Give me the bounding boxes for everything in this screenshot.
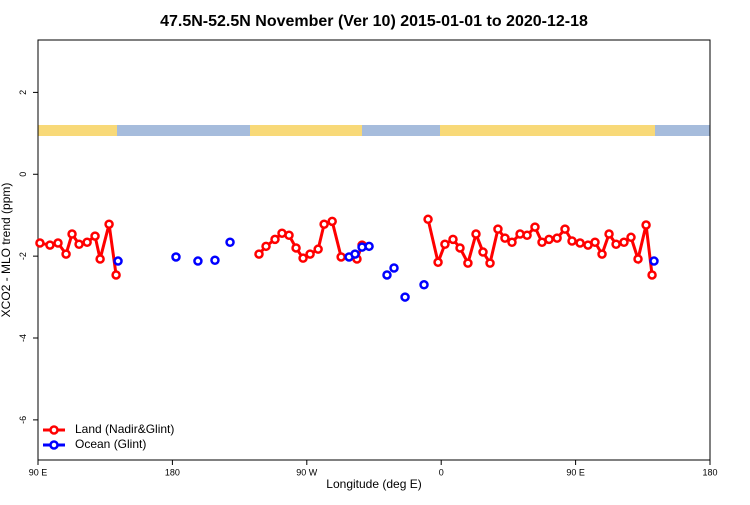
data-point [597, 249, 607, 259]
x-tick-label: 180 [702, 467, 717, 477]
data-point [225, 237, 235, 247]
data-point [647, 270, 657, 280]
x-tick-label: 0 [439, 467, 444, 477]
y-tick-label: -4 [18, 334, 28, 342]
data-point [261, 241, 271, 252]
data-point [471, 229, 481, 239]
data-point [530, 222, 540, 232]
data-point [478, 247, 488, 257]
data-point [389, 263, 399, 273]
data-point [440, 239, 450, 250]
legend-label: Land (Nadir&Glint) [75, 422, 174, 436]
y-tick-label: 0 [18, 172, 28, 177]
data-point [400, 292, 410, 302]
data-point [611, 239, 621, 250]
data-point [567, 236, 577, 246]
data-point [53, 238, 63, 248]
data-point [67, 229, 77, 239]
data-point [210, 255, 220, 265]
data-point [364, 241, 374, 252]
land-sea-band [38, 125, 710, 136]
data-point [633, 254, 643, 264]
legend-label: Ocean (Glint) [75, 437, 146, 451]
data-point [270, 234, 280, 245]
data-point [45, 240, 55, 250]
data-point [313, 244, 323, 254]
data-point [90, 231, 100, 241]
data-point [433, 257, 443, 268]
data-point [111, 270, 121, 280]
data-point [35, 238, 45, 248]
chart-title: 47.5N-52.5N November (Ver 10) 2015-01-01… [160, 13, 588, 30]
x-tick-label: 90 E [566, 467, 585, 477]
legend-marker [49, 425, 59, 435]
data-point [82, 237, 92, 247]
data-point [485, 258, 495, 268]
data-point [171, 252, 181, 262]
data-point [522, 230, 532, 241]
data-point [455, 243, 465, 253]
data-point [560, 224, 570, 234]
legend-marker [49, 440, 59, 450]
data-point [423, 214, 433, 225]
data-point [382, 270, 392, 280]
data-point [284, 230, 294, 241]
data-point [291, 243, 301, 253]
data-point [500, 233, 510, 243]
data-point [641, 220, 651, 230]
y-tick-label: -6 [18, 416, 28, 424]
data-point [544, 234, 554, 245]
plot-frame [37, 39, 711, 461]
x-tick-label: 90 W [296, 467, 318, 477]
data-point [193, 256, 203, 266]
data-point [493, 224, 503, 234]
x-tick-label: 180 [165, 467, 180, 477]
data-point [507, 237, 517, 247]
x-tick-label: 90 E [29, 467, 48, 477]
data-point [61, 249, 71, 259]
data-point [95, 254, 105, 264]
data-point [104, 219, 114, 229]
land-band [440, 125, 655, 136]
data-point [552, 233, 562, 243]
data-point [327, 216, 337, 227]
data-point [463, 258, 473, 268]
data-point [419, 280, 429, 290]
x-axis-label: Longitude (deg E) [326, 477, 421, 491]
data-point [448, 234, 458, 245]
data-point [254, 249, 264, 259]
data-point [113, 256, 123, 266]
sea-band [38, 125, 710, 136]
y-tick-label: -2 [18, 252, 28, 260]
y-tick-label: 2 [18, 90, 28, 95]
data-point [619, 237, 629, 247]
land-band [38, 125, 117, 136]
data-point [74, 239, 84, 250]
data-point [626, 232, 636, 243]
data-point [575, 238, 585, 248]
data-point [590, 237, 600, 247]
y-axis-label: XCO2 - MLO trend (ppm) [0, 183, 13, 318]
data-point [350, 249, 360, 259]
land-band [250, 125, 362, 136]
data-point [298, 253, 308, 263]
data-point [305, 249, 315, 259]
data-point [604, 229, 614, 239]
data-point [336, 252, 346, 262]
data-point [319, 219, 329, 229]
data-point [649, 256, 659, 266]
